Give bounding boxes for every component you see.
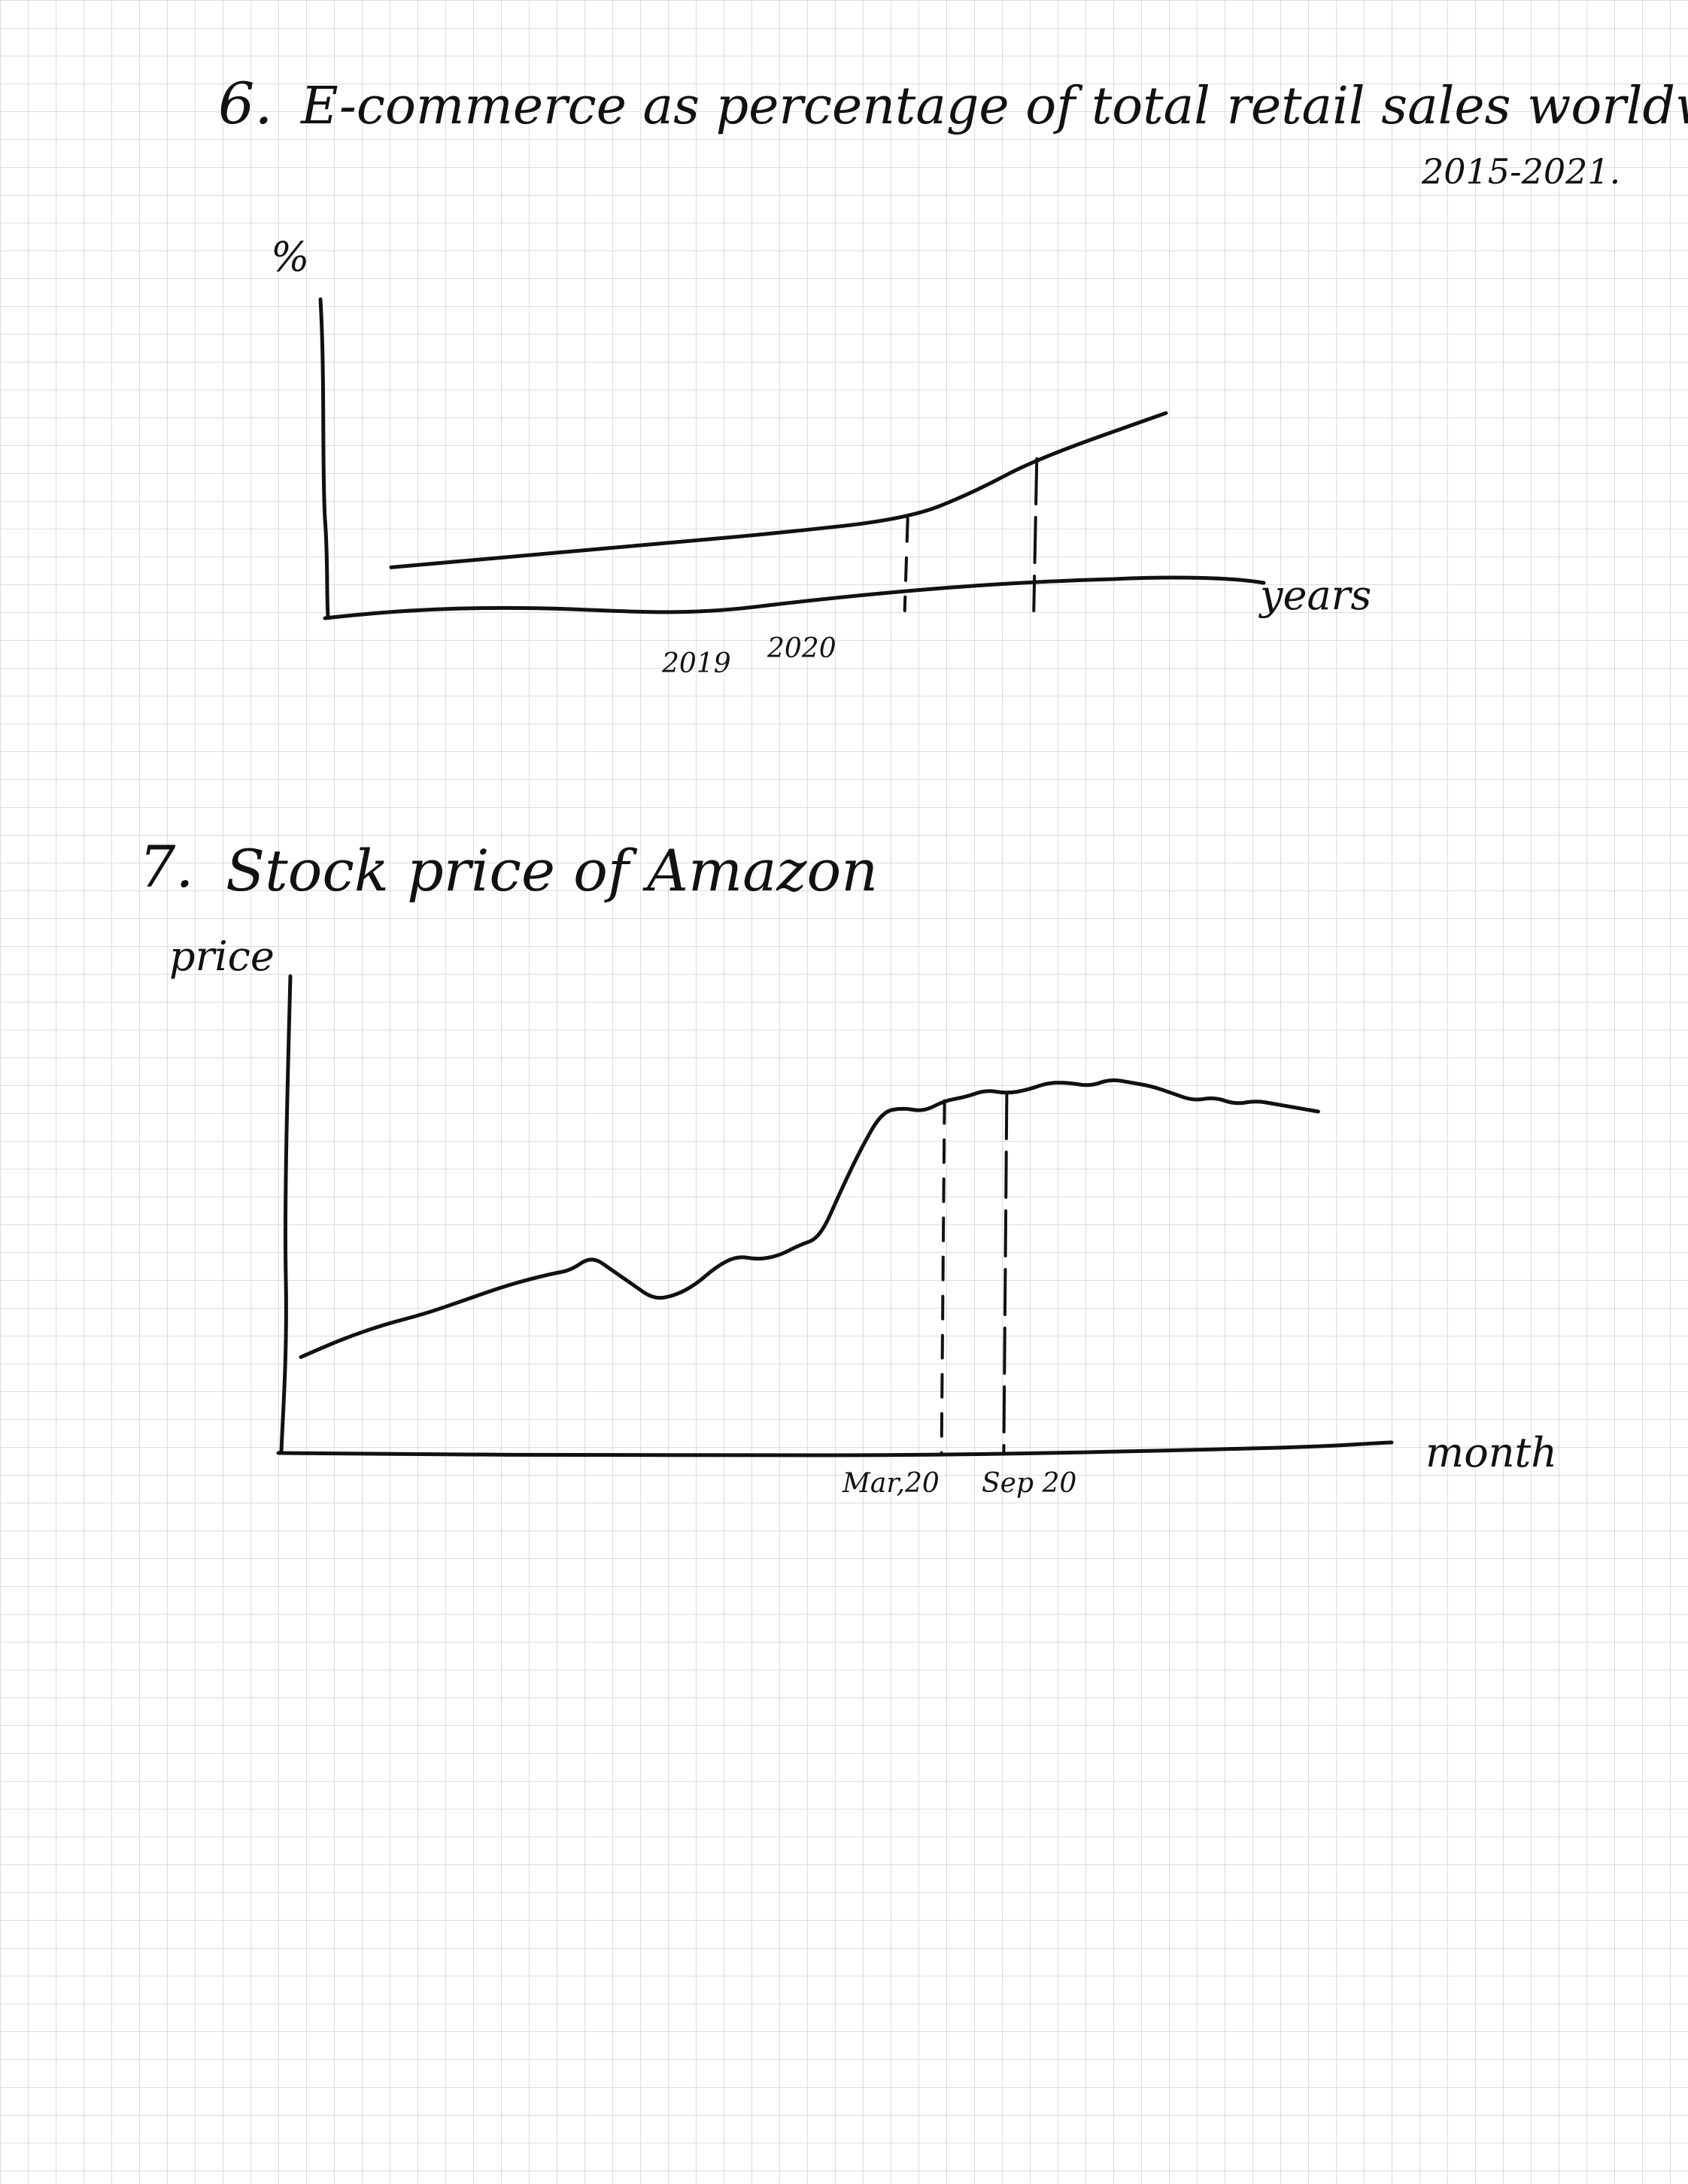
chart6-title: E-commerce as percentage of total retail… bbox=[301, 77, 1688, 136]
chart7-tick-mar20: Mar,20 bbox=[842, 1468, 940, 1499]
chart6-series bbox=[389, 411, 1168, 569]
chart7-series-line bbox=[299, 1078, 1320, 1359]
chart7-number: 7. bbox=[139, 833, 194, 900]
chart6-guide-2020 bbox=[1032, 457, 1039, 612]
chart6-tick-2019: 2019 bbox=[662, 648, 731, 679]
chart6-y-axis bbox=[318, 297, 330, 619]
chart6-xlabel: years bbox=[1260, 572, 1372, 619]
chart6-ylabel: % bbox=[271, 233, 310, 281]
chart6-guides bbox=[903, 457, 1039, 612]
chart7-xlabel: month bbox=[1425, 1429, 1557, 1476]
chart6-tick-2020: 2020 bbox=[767, 633, 836, 664]
chart7-series bbox=[299, 1078, 1320, 1359]
chart7-guide-mar-20 bbox=[940, 1099, 946, 1454]
chart6-number: 6. bbox=[218, 70, 273, 137]
chart7-title: Stock price of Amazon bbox=[226, 837, 879, 904]
chart7-y-axis bbox=[279, 974, 293, 1454]
chart6-x-axis bbox=[323, 575, 1266, 620]
chart7-guides bbox=[940, 1092, 1009, 1454]
chart6-subtitle: 2015-2021. bbox=[1422, 151, 1621, 192]
chart7-guide-sep-20 bbox=[1002, 1092, 1009, 1454]
chart7-tick-sep20: Sep 20 bbox=[982, 1468, 1077, 1499]
chart6-series-line bbox=[389, 411, 1168, 569]
chart7-x-axis bbox=[276, 1440, 1394, 1458]
chart7-ylabel: price bbox=[169, 933, 275, 980]
chart6-guide-2019 bbox=[903, 517, 909, 612]
